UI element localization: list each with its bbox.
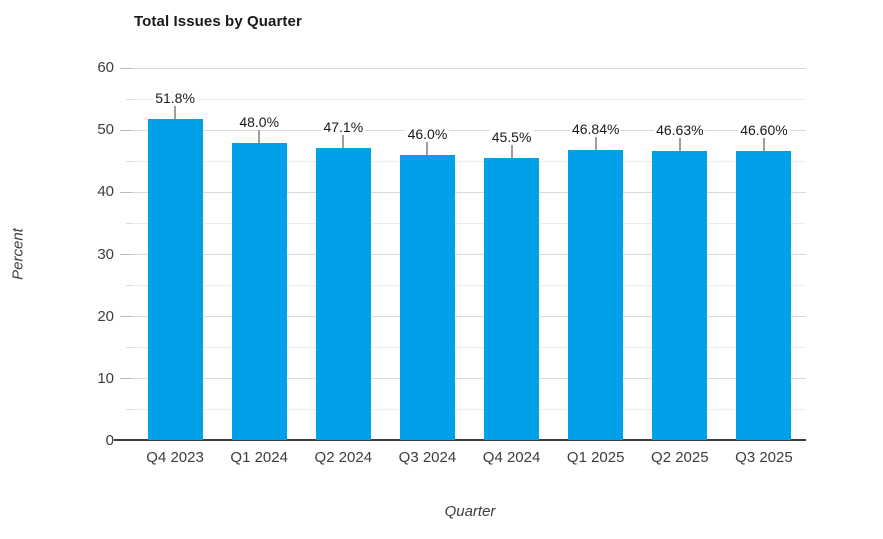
x-tick-label: Q4 2024 — [482, 449, 541, 466]
gridline — [133, 347, 806, 349]
y-tick-mark — [120, 191, 133, 193]
plot-area — [133, 67, 806, 441]
bar-value-label: 45.5% — [489, 129, 534, 146]
bar-value-label: 46.60% — [738, 122, 790, 139]
x-tick-label: Q2 2025 — [651, 449, 709, 466]
x-axis-title: Quarter — [444, 503, 496, 520]
x-tick-label: Q3 2024 — [398, 449, 457, 466]
bar — [568, 149, 624, 440]
bar-value-connector — [594, 136, 597, 150]
bar-value-label: 51.8% — [153, 89, 197, 106]
bar-value-connector — [342, 135, 345, 149]
y-axis-title: Percent — [9, 228, 27, 280]
bar — [736, 151, 792, 440]
gridline — [133, 254, 806, 255]
chart-title: Total Issues by Quarter — [134, 13, 302, 30]
y-tick-mark — [126, 409, 133, 411]
bar — [399, 155, 455, 440]
gridline — [133, 129, 806, 131]
y-tick-mark — [126, 285, 133, 287]
x-tick-label: Q4 2023 — [146, 449, 204, 466]
bar-value-connector — [258, 129, 261, 143]
x-tick-label: Q3 2025 — [735, 449, 793, 466]
bar-value-connector — [426, 142, 429, 156]
y-tick-mark — [126, 160, 133, 162]
gridline — [133, 160, 806, 162]
y-tick-mark — [126, 98, 133, 100]
bar-value-connector — [678, 138, 681, 152]
bar — [652, 151, 708, 440]
gridline — [133, 191, 806, 193]
x-tick-label: Q1 2025 — [566, 449, 625, 466]
y-tick-mark — [120, 254, 133, 255]
x-tick-label: Q1 2024 — [230, 449, 288, 466]
y-tick-label: 60 — [97, 59, 114, 76]
x-tick-label: Q2 2024 — [314, 449, 373, 466]
gridline — [133, 285, 806, 287]
y-tick-label: 20 — [97, 307, 114, 325]
gridline — [133, 222, 806, 224]
bar-value-label: 46.0% — [405, 126, 450, 143]
bar-value-connector — [762, 138, 765, 152]
y-tick-label: 0 — [105, 432, 114, 449]
y-tick-mark — [126, 347, 133, 349]
bar-value-connector — [174, 105, 177, 119]
y-tick-label: 30 — [97, 245, 114, 263]
y-tick-label: 10 — [97, 369, 114, 387]
bar — [315, 148, 371, 440]
bar-value-label: 47.1% — [321, 119, 366, 136]
bar — [484, 158, 540, 440]
y-tick-label: 50 — [97, 121, 114, 139]
bar-value-connector — [510, 145, 513, 159]
bar — [231, 142, 287, 440]
gridline — [133, 409, 806, 411]
bar-value-label: 46.84% — [569, 120, 622, 137]
x-axis-line — [114, 439, 806, 441]
bar-value-label: 48.0% — [237, 113, 282, 130]
gridline — [133, 378, 806, 380]
y-tick-mark — [120, 67, 133, 69]
y-tick-label: 40 — [97, 183, 114, 201]
gridline — [133, 316, 806, 318]
y-tick-mark — [120, 316, 133, 318]
y-tick-mark — [120, 129, 133, 131]
y-tick-mark — [120, 378, 133, 380]
gridline — [133, 98, 806, 100]
gridline — [133, 67, 806, 69]
bar — [147, 118, 203, 440]
y-tick-mark — [126, 222, 133, 224]
bar-value-label: 46.63% — [654, 122, 706, 139]
